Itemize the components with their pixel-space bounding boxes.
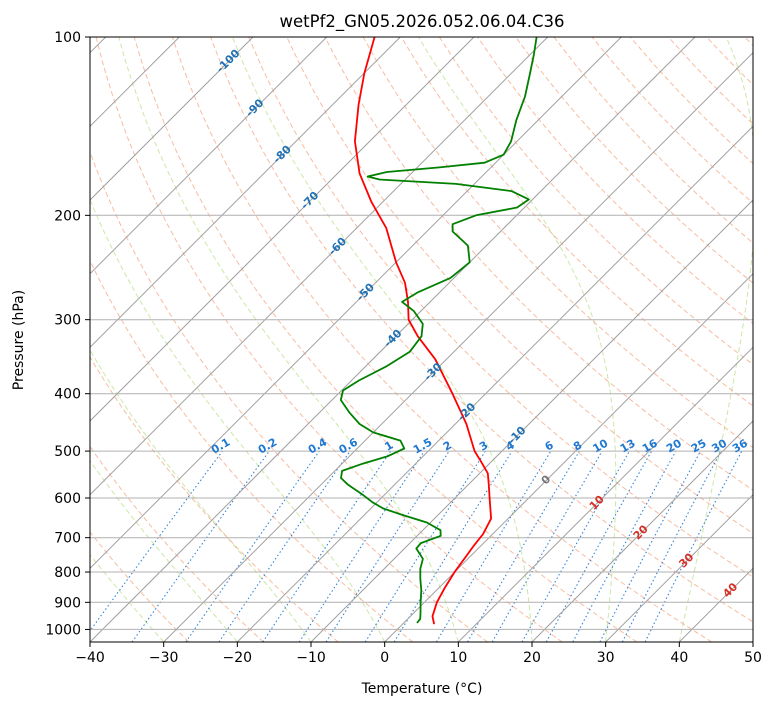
y-tick-label: 500 (54, 444, 81, 460)
isotherm-line (236, 125, 753, 642)
dry-adiabat (90, 356, 339, 642)
isotherm-line (310, 199, 753, 642)
isotherm-line (90, 37, 549, 496)
isotherm-line (90, 37, 475, 422)
dry-adiabat (90, 531, 190, 642)
mixing-ratio-line (131, 450, 270, 642)
isotherm-line (90, 37, 401, 349)
y-axis-title: Pressure (hPa) (11, 290, 27, 390)
y-tick-label: 200 (54, 208, 81, 224)
y-tick-label: 700 (54, 531, 81, 547)
x-tick-label: −30 (149, 650, 179, 666)
plot-frame (89, 36, 754, 643)
mixing-ratio-line (90, 450, 223, 632)
y-tick-label: 300 (54, 313, 81, 329)
mixing-ratio-line (185, 450, 320, 642)
x-tick-label: 10 (449, 650, 467, 666)
mixing-ratio-line (325, 450, 450, 642)
isotherm-line (90, 37, 696, 642)
moist-adiabat (90, 198, 386, 642)
dry-adiabats (90, 37, 753, 642)
x-tick-label: −20 (223, 650, 253, 666)
y-axis: 100 200 300 400 500 600 700 800 900 1000 (45, 30, 90, 638)
mixing-ratio-line (298, 450, 425, 642)
x-tick-label: −10 (296, 650, 326, 666)
y-tick-label: 1000 (45, 622, 81, 638)
x-tick-label: 40 (670, 650, 688, 666)
isotherm-line (531, 420, 753, 642)
dry-adiabat (133, 37, 638, 642)
x-axis: −40 −30 −20 −10 0 10 20 30 40 50 (75, 642, 762, 666)
isotherm-line (90, 37, 328, 275)
chart-title: wetPf2_GN05.2026.052.06.04.C36 (280, 12, 565, 32)
x-tick-label: 20 (523, 650, 541, 666)
y-tick-label: 800 (54, 565, 81, 581)
dry-adiabat (90, 445, 264, 642)
mixing-ratio-line (218, 450, 351, 642)
grid-lines (90, 37, 753, 642)
mixing-ratio-line (572, 450, 677, 642)
mixing-ratio-line (545, 450, 653, 642)
dry-adiabat (95, 37, 563, 642)
temperature-profile-line (354, 37, 492, 625)
plot-area: -100-90-80-70-60-50-40-30-20-10010203040… (90, 37, 753, 642)
moist-adiabat (90, 459, 238, 642)
profile-series (339, 37, 538, 625)
x-axis-title: Temperature (°C) (361, 681, 483, 697)
x-tick-label: 50 (744, 650, 762, 666)
dry-adiabat (400, 37, 753, 407)
moist-adiabat (678, 37, 753, 642)
isotherm-line (384, 272, 753, 642)
dry-adiabat (438, 37, 753, 366)
isotherm-line (163, 51, 753, 642)
isotherm-line (90, 37, 254, 201)
mixing-ratio-line (521, 450, 630, 642)
y-tick-label: 100 (54, 30, 81, 46)
mixing-ratio-line (644, 450, 743, 642)
moist-adiabat (118, 37, 459, 642)
dry-adiabat (324, 37, 753, 491)
dry-adiabat (210, 37, 753, 623)
dry-adiabat (515, 37, 753, 284)
mixing-ratio-line (393, 450, 513, 642)
y-tick-label: 400 (54, 387, 81, 403)
dry-adiabat (248, 37, 753, 578)
x-tick-label: 30 (597, 650, 615, 666)
moist-adiabat (231, 37, 533, 642)
isotherm-line (90, 37, 622, 570)
y-tick-label: 600 (54, 491, 81, 507)
moist-adiabat (418, 37, 617, 642)
isotherm-line (457, 346, 753, 642)
dry-adiabat (171, 37, 712, 642)
dry-adiabat (90, 150, 488, 642)
dewpoint-profile-line (339, 37, 538, 624)
y-tick-label: 900 (54, 595, 81, 611)
x-tick-label: −40 (75, 650, 105, 666)
isotherm-line (605, 493, 753, 642)
x-tick-label: 0 (380, 650, 389, 666)
